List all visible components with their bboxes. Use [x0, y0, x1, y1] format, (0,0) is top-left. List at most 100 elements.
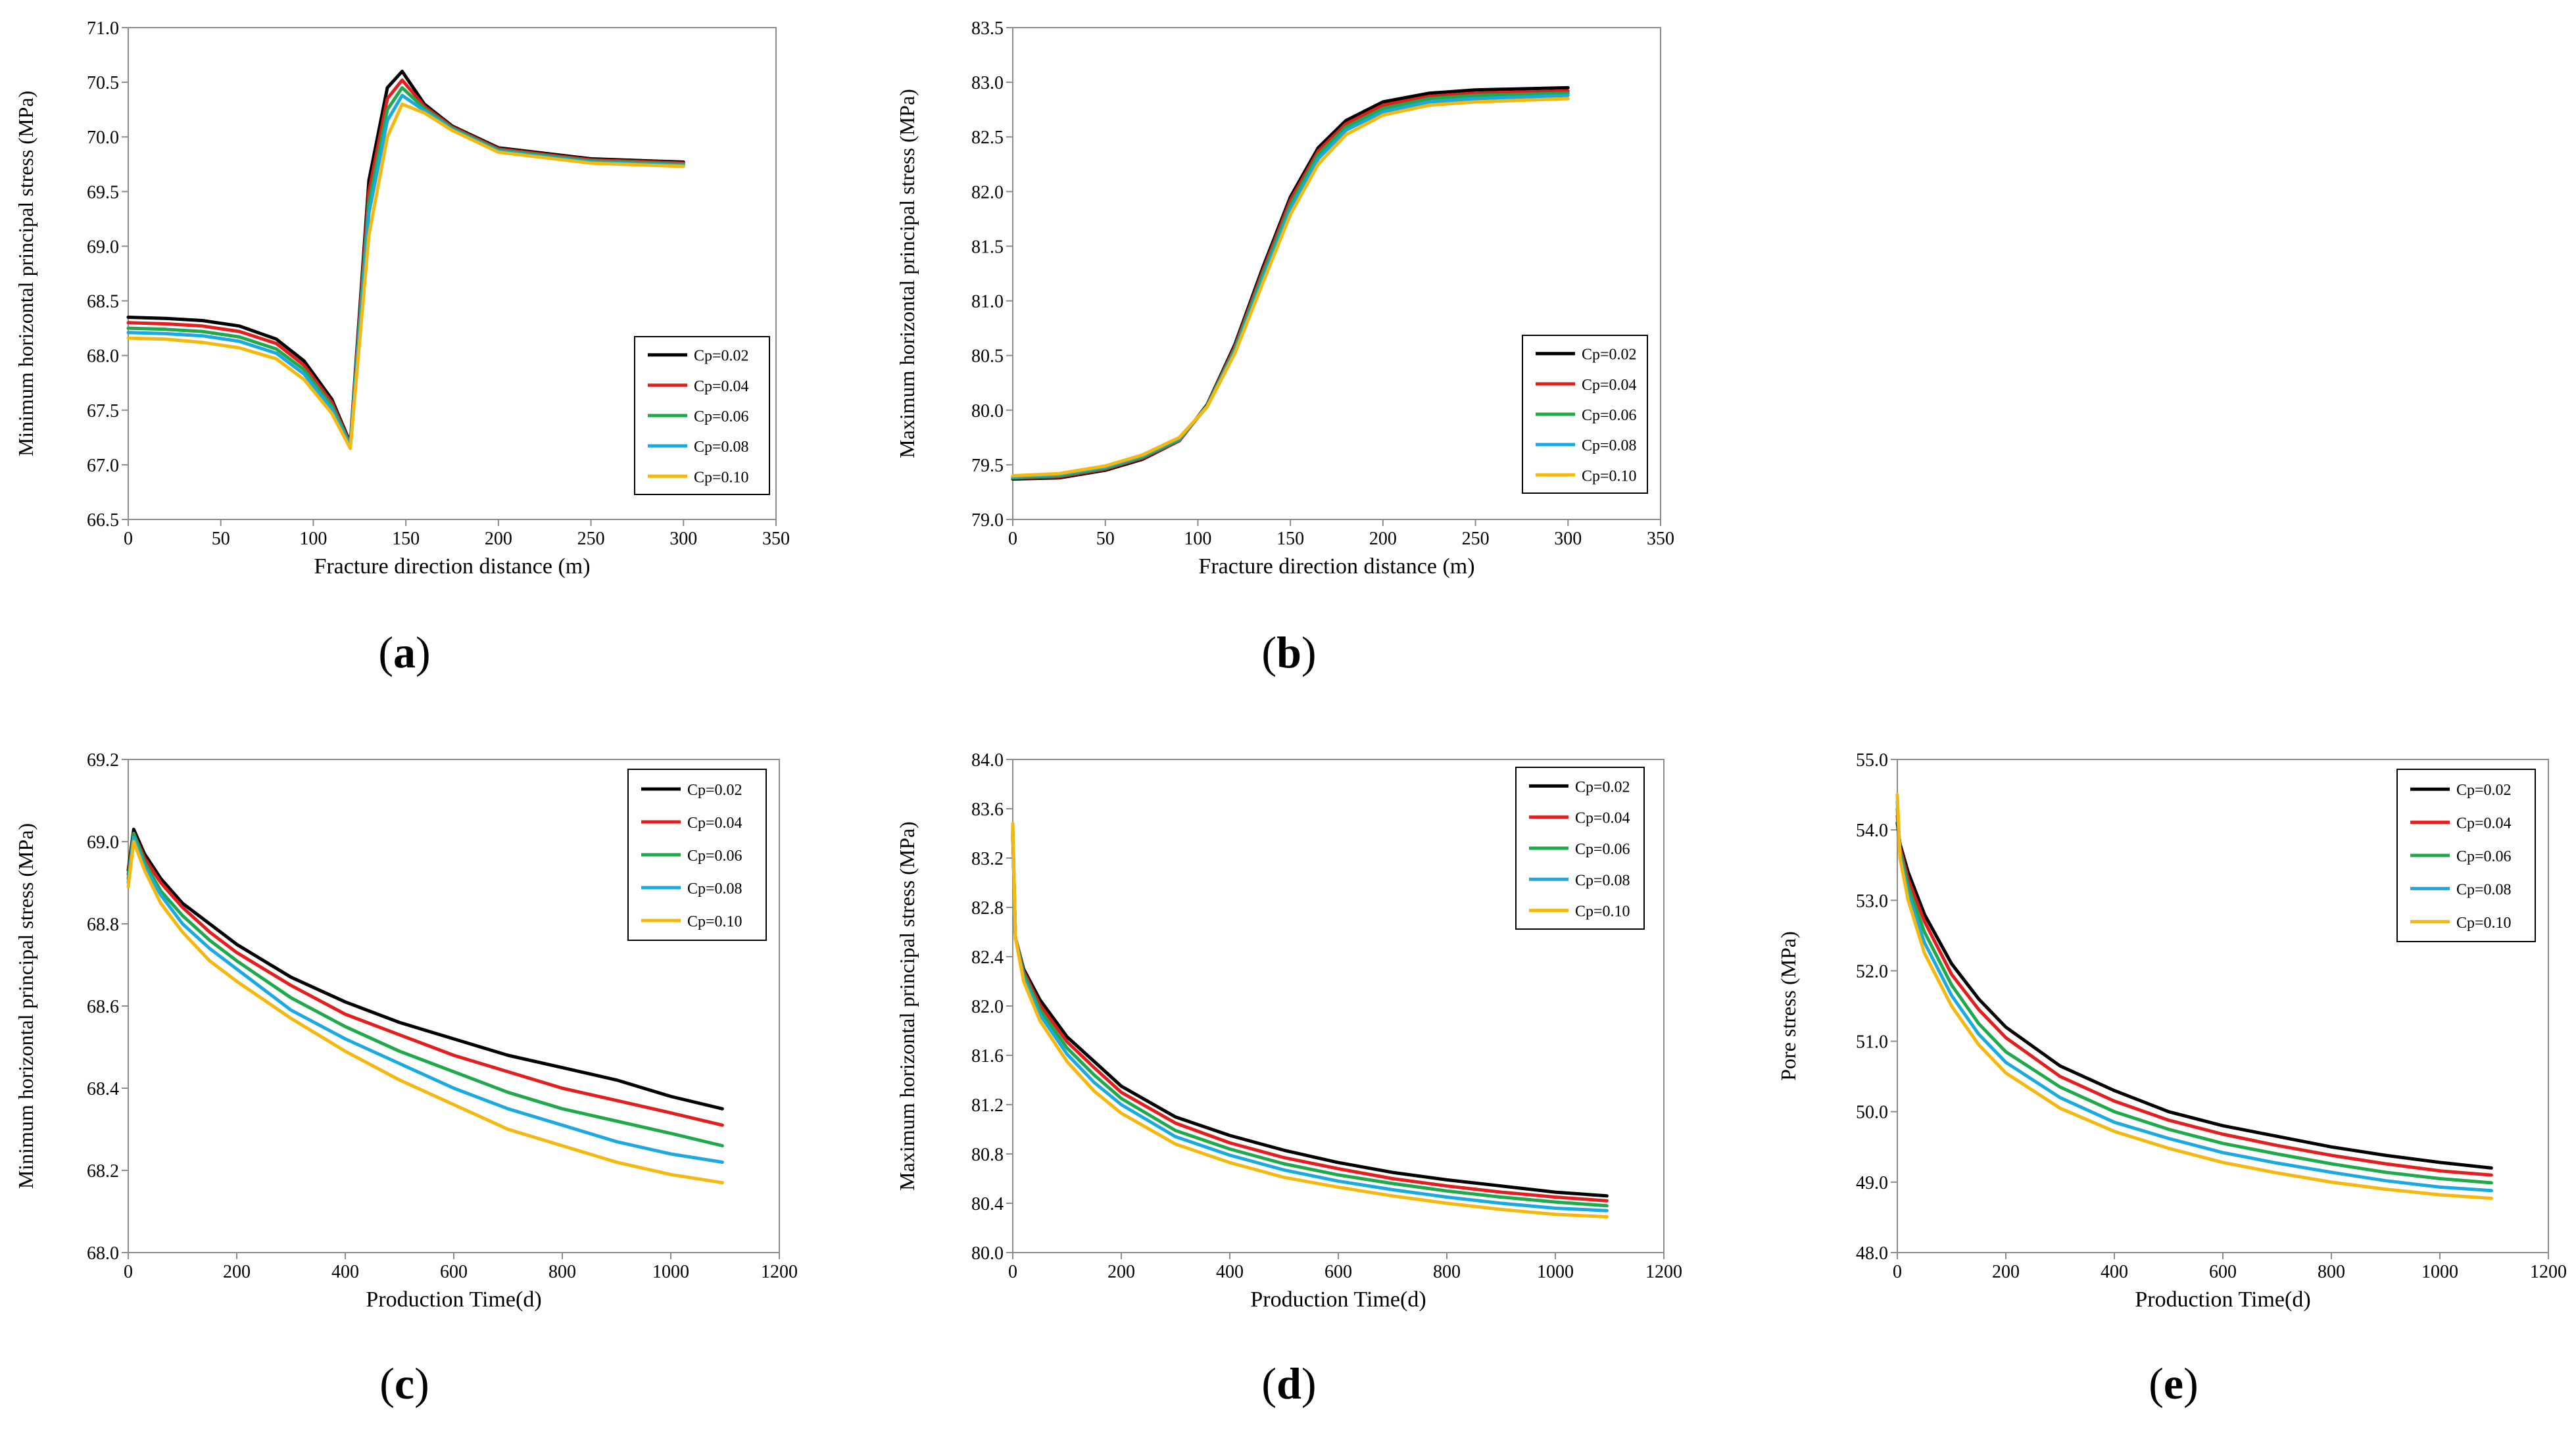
series-line-Cp=0.06	[1011, 827, 1609, 1208]
series-line-Cp=0.02	[1895, 821, 2493, 1170]
y-axis-label: Minimum horizontal principal stress (MPa…	[14, 91, 37, 456]
legend-entry: Cp=0.04	[694, 378, 749, 395]
x-tick-label: 1000	[2421, 1262, 2458, 1282]
y-tick-label: 53.0	[1856, 891, 1888, 911]
chart-b: 0 50 100 150 200 250 300 350 79.0 79.5 80.0 80.5 81.…	[881, 0, 1710, 704]
x-tick-label: 0	[124, 529, 133, 549]
x-tick-label: 100	[299, 529, 327, 549]
x-tick-label: 0	[1008, 529, 1017, 549]
legend-entry: Cp=0.04	[2456, 815, 2512, 832]
x-tick-label: 0	[1008, 1262, 1017, 1282]
y-tick-label: 69.0	[87, 237, 119, 257]
y-tick-label: 69.2	[87, 750, 119, 771]
series-line-Cp=0.10	[1895, 793, 2493, 1200]
y-tick-label: 68.2	[87, 1161, 119, 1182]
y-tick-label: 83.6	[971, 800, 1004, 820]
x-tick-label: 350	[1647, 529, 1674, 549]
x-tick-label: 250	[577, 529, 605, 549]
legend-entry: Cp=0.04	[1582, 377, 1637, 394]
x-tick-label: 600	[440, 1262, 468, 1282]
series-line-Cp=0.02	[126, 70, 685, 445]
y-tick-label: 80.0	[971, 1243, 1004, 1264]
y-tick-label: 82.0	[971, 997, 1004, 1017]
y-tick-label: 54.0	[1856, 821, 1888, 841]
y-tick-label: 51.0	[1856, 1032, 1888, 1053]
legend-entry: Cp=0.06	[694, 408, 749, 425]
x-tick-label: 50	[1096, 529, 1115, 549]
chart-c-svg: 0 200 400 600 800 1000 1200 68.0 68.2 68.4 68.6 68.…	[14, 750, 798, 1408]
series-line-Cp=0.08	[126, 836, 724, 1164]
x-tick-label: 800	[1433, 1262, 1461, 1282]
legend-entry: Cp=0.08	[1575, 872, 1630, 889]
x-tick-label: 350	[762, 529, 790, 549]
y-tick-label: 80.8	[971, 1145, 1004, 1165]
plot-frame	[1012, 27, 1661, 520]
y-tick-label: 49.0	[1856, 1173, 1888, 1193]
plot-frame	[128, 27, 777, 520]
x-tick-label: 200	[1992, 1262, 2020, 1282]
panel-label: (c)	[379, 1358, 429, 1408]
legend-entry: Cp=0.06	[1582, 407, 1637, 424]
x-tick-label: 150	[392, 529, 420, 549]
y-axis-label: Pore stress (MPa)	[1776, 931, 1800, 1081]
legend-entry: Cp=0.02	[694, 348, 749, 365]
y-tick-label: 68.0	[87, 347, 119, 367]
legend-entry: Cp=0.06	[1575, 841, 1630, 858]
y-axis-label: Maximum horizontal principal stress (MPa…	[895, 821, 919, 1191]
y-axis-label: Maximum horizontal principal stress (MPa…	[895, 89, 919, 458]
x-tick-label: 200	[485, 529, 512, 549]
x-axis-label: Production Time(d)	[366, 1287, 541, 1312]
chart-a: 0 50 100 150 200 250 300 350 66.5 67.0 67.5 68.0 68.…	[0, 0, 829, 704]
chart-c: 0 200 400 600 800 1000 1200 68.0 68.2 68.4 68.6 68.…	[0, 733, 829, 1435]
series-line-Cp=0.06	[126, 832, 724, 1147]
x-tick-label: 300	[1554, 529, 1582, 549]
series-line-Cp=0.04	[126, 832, 724, 1127]
y-tick-label: 82.5	[971, 128, 1004, 148]
chart-e: 0 200 400 600 800 1000 1200 48.0 49.0 50.0 51.0 52.…	[1762, 733, 2576, 1435]
x-tick-label: 1200	[761, 1262, 798, 1282]
y-tick-label: 83.0	[971, 73, 1004, 93]
x-tick-label: 800	[2318, 1262, 2345, 1282]
y-tick-label: 48.0	[1856, 1243, 1888, 1264]
y-tick-label: 81.5	[971, 237, 1004, 257]
chart-a-svg: 0 50 100 150 200 250 300 350 66.5 67.0 67.5 68.0 68.…	[14, 18, 790, 677]
y-tick-label: 68.4	[87, 1079, 119, 1099]
legend-entry: Cp=0.02	[687, 782, 742, 799]
series-line-Cp=0.04	[1011, 89, 1570, 480]
panel-label: (a)	[378, 627, 430, 677]
series-line-Cp=0.06	[126, 85, 685, 447]
x-axis-label: Fracture direction distance (m)	[1198, 554, 1474, 579]
x-tick-label: 1000	[1537, 1262, 1574, 1282]
series-line-Cp=0.08	[1011, 93, 1570, 479]
legend-entry: Cp=0.04	[1575, 810, 1630, 827]
y-tick-label: 67.0	[87, 456, 119, 476]
x-axis-label: Production Time(d)	[1250, 1287, 1426, 1312]
legend-entry: Cp=0.06	[2456, 848, 2512, 865]
y-tick-label: 79.0	[971, 510, 1004, 531]
y-tick-label: 55.0	[1856, 750, 1888, 771]
legend-entry: Cp=0.10	[1582, 467, 1637, 485]
legend-entry: Cp=0.02	[1582, 347, 1637, 364]
y-tick-label: 81.0	[971, 292, 1004, 312]
y-tick-label: 71.0	[87, 18, 119, 39]
x-tick-label: 600	[2209, 1262, 2237, 1282]
legend-entry: Cp=0.08	[2456, 881, 2512, 898]
series-line-Cp=0.04	[1895, 814, 2493, 1177]
legend-entry: Cp=0.08	[687, 880, 742, 898]
series-line-Cp=0.08	[126, 93, 685, 448]
y-tick-label: 50.0	[1856, 1103, 1888, 1123]
series-line-Cp=0.06	[1011, 91, 1570, 480]
legend-entry: Cp=0.10	[687, 913, 742, 930]
y-tick-label: 70.0	[87, 128, 119, 148]
x-tick-label: 1200	[2530, 1262, 2567, 1282]
x-tick-label: 150	[1276, 529, 1304, 549]
x-tick-label: 200	[223, 1262, 251, 1282]
y-tick-label: 79.5	[971, 456, 1004, 476]
chart-d: 0 200 400 600 800 1000 1200 80.0 80.4 80.8 81.2 81.…	[881, 733, 1710, 1435]
chart-d-svg: 0 200 400 600 800 1000 1200 80.0 80.4 80.8 81.2 81.…	[895, 750, 1682, 1408]
y-tick-label: 82.4	[971, 947, 1004, 968]
x-tick-label: 300	[669, 529, 697, 549]
legend-entry: Cp=0.02	[2456, 782, 2512, 799]
y-tick-label: 67.5	[87, 401, 119, 421]
legend-entry: Cp=0.10	[2456, 915, 2512, 932]
